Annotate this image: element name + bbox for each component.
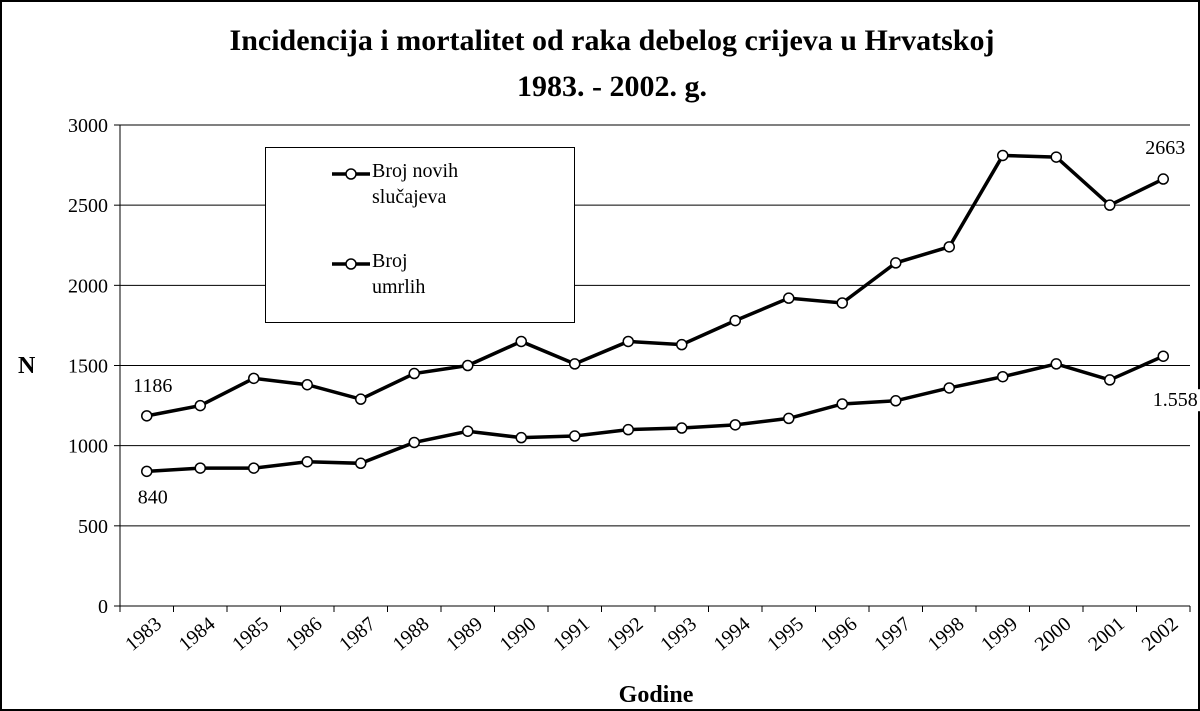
point <box>462 425 474 437</box>
chart-subtitle: 1983. - 2002. g. <box>517 70 707 103</box>
y-tick-label: 3000 <box>68 115 108 137</box>
point <box>1050 358 1062 370</box>
point <box>569 430 581 442</box>
point <box>783 292 795 304</box>
point <box>194 399 206 412</box>
value-label-bg <box>134 486 171 509</box>
point <box>462 359 474 372</box>
point <box>622 423 634 436</box>
point <box>248 372 260 385</box>
value-label-bg <box>1149 389 1200 412</box>
y-tick-label: 0 <box>98 596 108 618</box>
point <box>890 257 902 269</box>
point <box>408 367 420 380</box>
y-tick-label: 2500 <box>68 195 108 217</box>
value-label-bg <box>130 374 176 397</box>
y-axis-label: N <box>18 353 36 379</box>
legend-symbols <box>332 168 370 270</box>
point <box>301 378 313 391</box>
point <box>1157 173 1169 185</box>
point <box>943 382 955 394</box>
legend: Broj novih slučajeva Broj umrlih <box>265 147 575 323</box>
point <box>890 395 902 407</box>
series-line <box>146 153 1165 418</box>
point <box>1050 151 1062 163</box>
point <box>1104 199 1116 211</box>
legend-label: Broj novih slučajeva <box>372 160 459 208</box>
point <box>569 358 581 370</box>
point <box>194 462 206 474</box>
y-tick-label: 1500 <box>68 356 108 378</box>
x-axis-label: Godine <box>619 682 694 708</box>
value-label-bg <box>1142 137 1189 160</box>
value-label: 840 <box>138 486 168 508</box>
point <box>836 398 848 410</box>
point <box>408 436 420 449</box>
point <box>783 412 795 425</box>
point <box>1157 350 1169 362</box>
series-line <box>146 354 1164 474</box>
point <box>355 393 367 405</box>
value-label: 1.558 <box>1153 389 1198 411</box>
point <box>943 241 955 253</box>
point <box>1104 374 1116 386</box>
value-label: 1186 <box>133 375 172 397</box>
y-tick-label: 500 <box>78 516 108 538</box>
point <box>141 410 153 422</box>
point <box>729 314 741 327</box>
point <box>729 419 741 431</box>
value-label: 2663 <box>1145 137 1185 159</box>
point <box>301 455 313 468</box>
legend-label: Broj umrlih <box>372 250 426 298</box>
point <box>997 370 1009 383</box>
point <box>248 462 260 474</box>
point <box>515 335 527 348</box>
y-tick-label: 2000 <box>68 275 108 297</box>
y-tick-label: 1000 <box>68 436 108 458</box>
point <box>355 457 367 470</box>
point <box>836 297 848 309</box>
point <box>997 149 1009 162</box>
point <box>141 465 153 478</box>
point <box>676 338 688 351</box>
legend-marker <box>345 168 357 180</box>
point <box>622 335 634 348</box>
point <box>676 422 688 434</box>
chart-title: Incidencija i mortalitet od raka debelog… <box>230 24 995 57</box>
point <box>515 431 527 444</box>
legend-marker <box>345 258 357 270</box>
